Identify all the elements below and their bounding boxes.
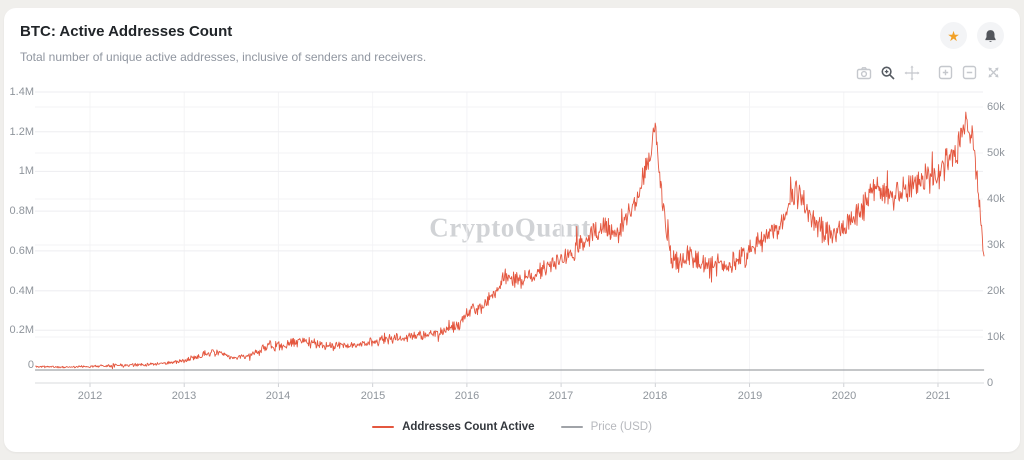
y-right-tick: 50k: [987, 147, 1005, 159]
page-subtitle: Total number of unique active addresses,…: [20, 50, 427, 64]
y-left-tick: 1M: [18, 165, 34, 177]
y-right-tick: 20k: [987, 285, 1005, 297]
legend-item-price[interactable]: Price (USD): [560, 421, 652, 433]
bell-icon: [984, 29, 997, 43]
y-right-tick: 0: [987, 377, 994, 389]
x-tick: 2018: [642, 390, 668, 402]
x-tick: 2016: [454, 390, 480, 402]
page-title: BTC: Active Addresses Count: [20, 23, 233, 40]
pan-button[interactable]: [903, 64, 920, 81]
notifications-button[interactable]: [977, 22, 1004, 49]
y-left-tick: 0.6M: [9, 245, 34, 257]
x-tick: 2019: [737, 390, 763, 402]
magnifier-plus-icon: [880, 65, 896, 81]
screenshot-button[interactable]: [855, 64, 872, 81]
x-tick: 2020: [831, 390, 857, 402]
favorite-button[interactable]: ★: [940, 22, 967, 49]
star-icon: ★: [947, 27, 960, 44]
y-left-tick: 0.2M: [9, 324, 34, 336]
legend-label-price: Price (USD): [590, 421, 652, 433]
plus-box-icon: [938, 65, 953, 80]
legend-label-addresses: Addresses Count Active: [402, 421, 535, 433]
y-left-tick: 0: [27, 359, 34, 371]
x-tick: 2014: [265, 390, 291, 402]
chart-plot-area[interactable]: [4, 8, 1020, 452]
chart-card: BTC: Active Addresses Count Total number…: [4, 8, 1020, 452]
zoom-out-button[interactable]: [961, 64, 978, 81]
legend-swatch-price: [560, 426, 583, 428]
zoom-select-button[interactable]: [879, 64, 896, 81]
x-tick: 2021: [925, 390, 951, 402]
y-right-tick: 40k: [987, 193, 1005, 205]
y-right-tick: 10k: [987, 331, 1005, 343]
header-actions: ★: [940, 22, 1004, 49]
reset-zoom-icon: [986, 65, 1001, 80]
x-tick: 2013: [171, 390, 197, 402]
x-tick: 2012: [77, 390, 103, 402]
chart-toolbar: [855, 64, 1002, 81]
chart-legend: Addresses Count Active Price (USD): [4, 421, 1020, 433]
legend-item-addresses[interactable]: Addresses Count Active: [372, 421, 535, 433]
chart-region: CryptoQuant 1.4M 1.2M 1M 0.8M 0.6M 0.4M …: [4, 8, 1020, 452]
y-right-tick: 30k: [987, 239, 1005, 251]
zoom-in-button[interactable]: [937, 64, 954, 81]
cryptoquant-watermark: CryptoQuant: [429, 212, 591, 243]
y-right-tick: 60k: [987, 101, 1005, 113]
y-left-tick: 1.2M: [9, 126, 34, 138]
minus-box-icon: [962, 65, 977, 80]
x-tick: 2015: [360, 390, 386, 402]
y-left-tick: 1.4M: [9, 86, 34, 98]
x-tick: 2017: [548, 390, 574, 402]
y-left-tick: 0.4M: [9, 285, 34, 297]
y-left-tick: 0.8M: [9, 205, 34, 217]
legend-swatch-addresses: [372, 426, 395, 428]
pan-arrows-icon: [904, 65, 920, 81]
reset-zoom-button[interactable]: [985, 64, 1002, 81]
camera-icon: [856, 65, 872, 81]
